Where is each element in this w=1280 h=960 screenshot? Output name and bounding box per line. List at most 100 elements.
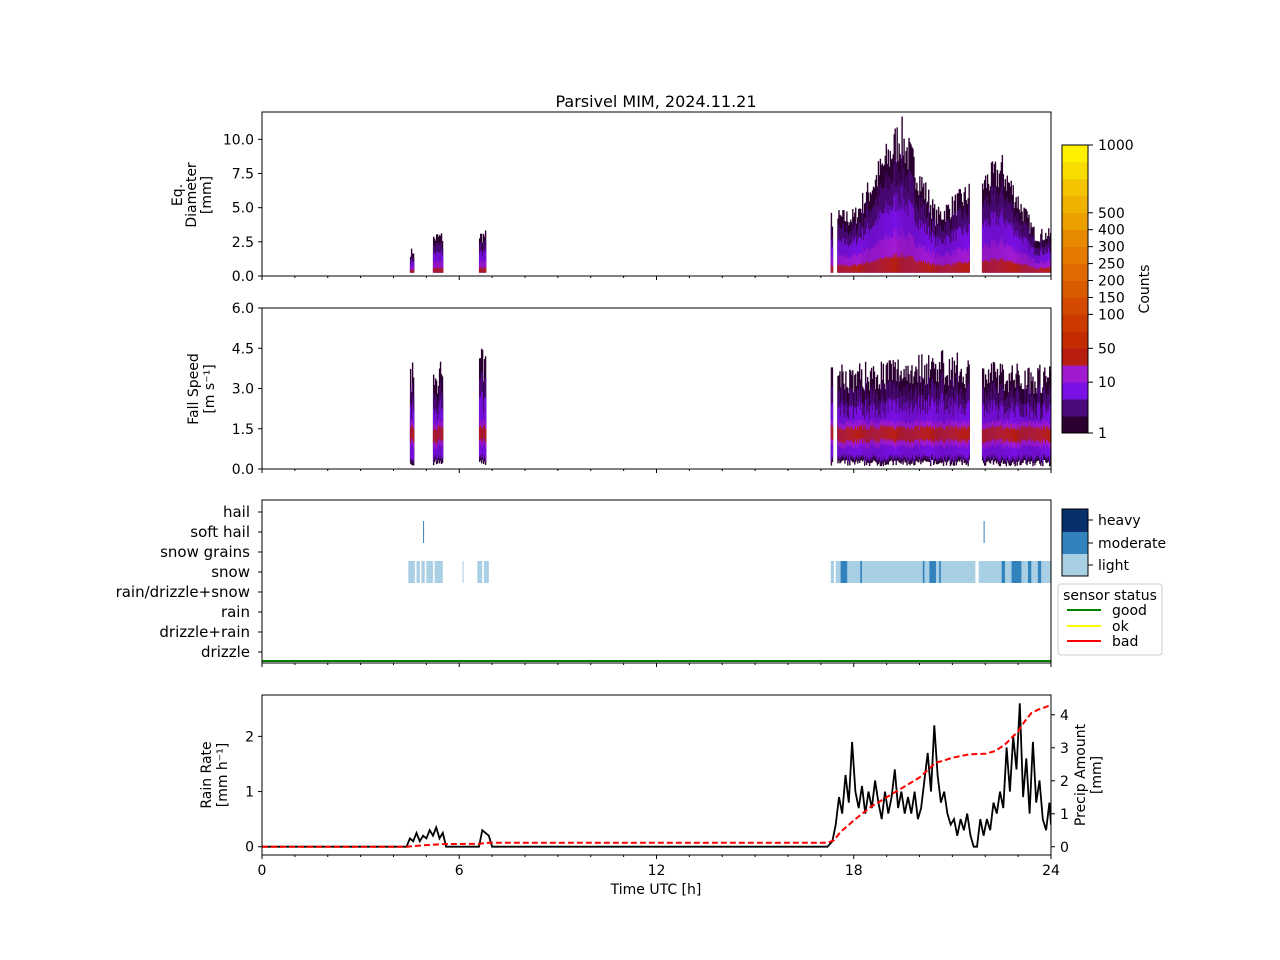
rain-rate-line — [262, 703, 1051, 848]
diameter-spectrum-column — [1013, 253, 1015, 273]
colorbar-cell — [1062, 263, 1088, 281]
diameter-spectrum-column — [868, 263, 871, 273]
fallspeed-spectrum-column — [930, 425, 932, 439]
fallspeed-spectrum-column — [859, 425, 862, 440]
diameter-spectrum-column — [1030, 266, 1032, 273]
fallspeed-spectrum-column — [831, 426, 834, 440]
ptype-event-bar — [929, 561, 936, 583]
fallspeed-spectrum-column — [958, 427, 961, 442]
fallspeed-spectrum-column — [934, 425, 937, 439]
fallspeed-spectrum-column — [854, 428, 856, 443]
diameter-spectrum-column — [439, 267, 442, 273]
diameter-spectrum-column — [982, 261, 985, 273]
precip-amount-label-line2: [mm] — [1089, 756, 1105, 794]
diameter-spectrum-column — [998, 242, 1001, 273]
diameter-spectrum-column — [961, 251, 963, 273]
fallspeed-spectrum-column — [887, 425, 889, 439]
diameter-spectrum-column — [893, 231, 895, 273]
diameter-spectrum-column — [842, 253, 844, 273]
fallspeed-spectrum-column — [853, 428, 855, 443]
diameter-spectrum-column — [1028, 265, 1030, 273]
diameter-spectrum-column — [864, 251, 867, 273]
fallspeed-spectrum-column — [1007, 427, 1009, 441]
diameter-spectrum-column — [483, 267, 486, 273]
diameter-spectrum-column — [1021, 264, 1023, 273]
colorbar-cell — [1062, 348, 1088, 366]
diameter-spectrum-column — [1026, 264, 1028, 273]
fallspeed-spectrum-column — [892, 425, 894, 439]
diameter-spectrum-column — [438, 267, 441, 273]
diameter-spectrum-column — [968, 261, 970, 273]
fallspeed-spectrum-column — [952, 426, 955, 441]
diameter-spectrum-column — [915, 261, 917, 273]
diameter-spectrum-column — [919, 243, 921, 273]
diameter-spectrum-column — [931, 265, 933, 273]
ptype-event-bar — [922, 561, 925, 583]
diameter-spectrum-column — [1038, 268, 1040, 273]
diameter-spectrum-column — [966, 263, 968, 273]
diameter-spectrum-column — [913, 237, 915, 273]
diameter-spectrum-column — [1016, 264, 1018, 273]
diameter-spectrum-column — [411, 266, 414, 273]
diameter-spectrum-column — [1042, 268, 1044, 273]
fallspeed-spectrum-column — [935, 426, 938, 441]
diameter-spectrum-column — [902, 257, 904, 273]
diameter-spectrum-column — [894, 229, 896, 273]
diameter-spectrum-column — [1027, 265, 1029, 273]
diameter-spectrum-column — [1046, 262, 1048, 273]
diameter-spectrum-column — [1028, 255, 1030, 273]
diameter-spectrum-column — [1000, 258, 1003, 273]
fallspeed-spectrum-column — [945, 426, 948, 440]
diameter-spectrum-column — [987, 261, 990, 273]
diameter-spectrum-column — [950, 255, 953, 273]
fallspeed-spectrum-column — [986, 426, 989, 440]
fallspeed-spectrum-column — [409, 427, 412, 442]
diameter-spectrum-column — [878, 259, 881, 273]
diameter-spectrum-column — [930, 263, 932, 273]
fallspeed-spectrum-column — [925, 427, 927, 441]
fallspeed-spectrum-column — [894, 429, 896, 444]
diameter-spectrum-column — [1016, 253, 1018, 273]
diameter-spectrum-column — [919, 260, 921, 273]
diameter-spectrum-column — [901, 252, 903, 273]
diameter-spectrum-column — [961, 263, 963, 273]
diameter-spectrum-column — [900, 257, 902, 273]
ptype-event-bar — [423, 521, 425, 543]
fallspeed-spectrum-column — [880, 425, 883, 440]
diameter-spectrum-column — [984, 259, 987, 273]
diameter-spectrum-column — [896, 229, 898, 273]
diameter-spectrum-column — [1000, 239, 1003, 273]
diameter-spectrum-column — [920, 262, 922, 273]
colorbar-tick-label: 300 — [1098, 240, 1125, 256]
fallspeed-spectrum-column — [851, 426, 853, 440]
fallspeed-spectrum-column — [1006, 425, 1009, 440]
diameter-spectrum-column — [965, 250, 967, 273]
fallspeed-spectrum-column — [904, 427, 906, 441]
diameter-spectrum-column — [992, 259, 995, 273]
diameter-spectrum-column — [1006, 259, 1009, 273]
fallspeed-spectrum-column — [1016, 429, 1018, 443]
diameter-spectrum-column — [958, 247, 961, 273]
diameter-spectrum-column — [909, 233, 911, 273]
diameter-spectrum-column — [914, 260, 916, 273]
diameter-spectrum-column — [894, 253, 896, 273]
y-tick-label: 6.0 — [232, 301, 254, 317]
diameter-spectrum-column — [1037, 268, 1039, 273]
diameter-spectrum-column — [1017, 249, 1019, 273]
diameter-spectrum-column — [921, 243, 923, 273]
diameter-spectrum-column — [956, 248, 959, 273]
fallspeed-spectrum-column — [1023, 426, 1025, 440]
diameter-spectrum-column — [931, 250, 934, 273]
colorbar-cell — [1062, 365, 1088, 383]
diameter-spectrum-column — [915, 247, 917, 273]
diameter-spectrum-column — [1022, 257, 1024, 273]
diameter-spectrum-column — [866, 245, 869, 273]
diameter-spectrum-column — [996, 241, 999, 273]
diameter-spectrum-column — [482, 260, 485, 273]
precip-amount-tick-label: 1 — [1060, 807, 1069, 823]
diameter-spectrum-column — [930, 252, 932, 273]
fallspeed-spectrum-column — [872, 426, 875, 440]
diameter-spectrum-column — [941, 256, 944, 273]
colorbar-tick-label: 400 — [1098, 223, 1125, 239]
